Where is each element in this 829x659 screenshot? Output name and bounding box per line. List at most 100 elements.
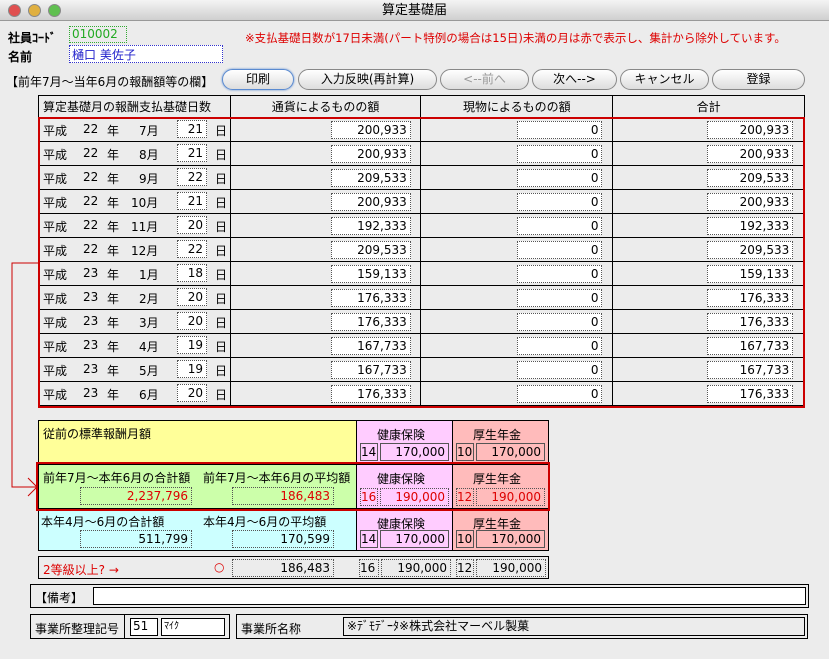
kind-field[interactable]: 0 (517, 193, 603, 211)
cash-field[interactable]: 167,733 (330, 337, 411, 355)
recalc-button[interactable]: 入力反映(再計算) (298, 69, 437, 90)
table-row: 平成 22 年 11月 20 日 192,333 0 192,333 (38, 213, 805, 238)
two-grade-avg: 186,483 (232, 559, 334, 577)
name-field[interactable]: 樋口 美佐子 (69, 45, 223, 63)
quarter-pension-amount[interactable]: 170,000 (476, 530, 545, 548)
kind-field[interactable]: 0 (517, 265, 603, 283)
days-field[interactable]: 20 (177, 216, 207, 234)
pension-label: 厚生年金 (473, 472, 522, 486)
previous-pension-grade[interactable]: 10 (456, 443, 474, 461)
month: 4月 (139, 340, 159, 354)
days-field[interactable]: 20 (177, 312, 207, 330)
previous-health-grade[interactable]: 14 (360, 443, 378, 461)
office-number-field[interactable]: 51 (130, 618, 158, 636)
days-field[interactable]: 19 (177, 336, 207, 354)
table-row: 平成 22 年 7月 21 日 200,933 0 200,933 (38, 117, 805, 142)
day-unit: 日 (215, 244, 228, 258)
remarks-label: 【備考】 (35, 591, 84, 605)
annual-total-field[interactable]: 2,237,796 (80, 487, 192, 505)
day-unit: 日 (215, 268, 228, 282)
health-label: 健康保険 (377, 517, 426, 531)
year: 22 (83, 122, 99, 136)
kind-field[interactable]: 0 (517, 337, 603, 355)
annual-avg-field[interactable]: 186,483 (232, 487, 334, 505)
kind-field[interactable]: 0 (517, 313, 603, 331)
kind-field[interactable]: 0 (517, 145, 603, 163)
days-field[interactable]: 20 (177, 288, 207, 306)
month: 3月 (139, 316, 159, 330)
days-field[interactable]: 22 (177, 168, 207, 186)
total-field: 167,733 (707, 337, 794, 355)
prev-button[interactable]: <--前へ (440, 69, 529, 90)
employee-code-field[interactable]: 010002 (69, 26, 127, 43)
office-number-label: 事業所整理記号 (35, 622, 120, 636)
close-icon[interactable] (8, 4, 21, 17)
days-field[interactable]: 21 (177, 192, 207, 210)
office-name-field: ※ﾃﾞﾓﾃﾞｰﾀ※株式会社マーベル製菓 (343, 617, 805, 636)
cash-field[interactable]: 192,333 (330, 217, 411, 235)
register-button[interactable]: 登録 (712, 69, 805, 90)
day-unit: 日 (215, 364, 228, 378)
cash-field[interactable]: 176,333 (330, 289, 411, 307)
kind-field[interactable]: 0 (517, 289, 603, 307)
year: 23 (83, 362, 99, 376)
kind-field[interactable]: 0 (517, 169, 603, 187)
cash-field[interactable]: 200,933 (330, 121, 411, 139)
cancel-button[interactable]: キャンセル (620, 69, 709, 90)
kind-field[interactable]: 0 (517, 121, 603, 139)
office-code-field[interactable]: ﾏｲｸ (161, 618, 225, 636)
print-button[interactable]: 印刷 (222, 69, 294, 90)
table-row: 平成 22 年 8月 21 日 200,933 0 200,933 (38, 141, 805, 166)
connector-arrow-icon (11, 262, 38, 497)
month: 10月 (131, 196, 159, 210)
minimize-icon[interactable] (28, 4, 41, 17)
kind-field[interactable]: 0 (517, 217, 603, 235)
two-grade-health-grade: 16 (359, 559, 379, 577)
era: 平成 (43, 220, 68, 234)
annual-pension-grade[interactable]: 12 (456, 488, 474, 506)
remarks-input[interactable] (93, 587, 806, 605)
previous-health-amount[interactable]: 170,000 (380, 443, 449, 461)
year-unit: 年 (107, 220, 120, 234)
quarter-total-field[interactable]: 511,799 (80, 530, 192, 548)
zoom-icon[interactable] (48, 4, 61, 17)
day-unit: 日 (215, 172, 228, 186)
table-row: 平成 23 年 5月 19 日 167,733 0 167,733 (38, 357, 805, 382)
cash-field[interactable]: 167,733 (330, 361, 411, 379)
days-field[interactable]: 21 (177, 144, 207, 162)
quarter-health-grade[interactable]: 14 (360, 530, 378, 548)
days-field[interactable]: 22 (177, 240, 207, 258)
header-cash: 通貨によるものの額 (229, 95, 422, 118)
kind-field[interactable]: 0 (517, 361, 603, 379)
total-field: 200,933 (707, 193, 794, 211)
days-field[interactable]: 21 (177, 120, 207, 138)
days-field[interactable]: 20 (177, 384, 207, 402)
previous-pension-amount[interactable]: 170,000 (476, 443, 545, 461)
month: 9月 (139, 172, 159, 186)
cash-field[interactable]: 209,533 (330, 169, 411, 187)
cash-field[interactable]: 176,333 (330, 313, 411, 331)
cash-field[interactable]: 176,333 (330, 385, 411, 403)
cash-field[interactable]: 159,133 (330, 265, 411, 283)
quarter-health-amount[interactable]: 170,000 (380, 530, 449, 548)
next-button[interactable]: 次へ--> (532, 69, 617, 90)
header-days: 算定基礎月の報酬支払基礎日数 (38, 95, 231, 118)
days-field[interactable]: 18 (177, 264, 207, 282)
annual-pension-amount[interactable]: 190,000 (476, 488, 545, 506)
cash-field[interactable]: 209,533 (330, 241, 411, 259)
kind-field[interactable]: 0 (517, 241, 603, 259)
quarter-avg-field[interactable]: 170,599 (232, 530, 334, 548)
days-field[interactable]: 19 (177, 360, 207, 378)
month: 11月 (131, 220, 159, 234)
previous-label: 従前の標準報酬月額 (43, 427, 152, 441)
month: 6月 (139, 388, 159, 402)
kind-field[interactable]: 0 (517, 385, 603, 403)
cash-field[interactable]: 200,933 (330, 145, 411, 163)
annual-health-grade[interactable]: 16 (360, 488, 378, 506)
annual-health-amount[interactable]: 190,000 (380, 488, 449, 506)
quarter-pension-grade[interactable]: 10 (456, 530, 474, 548)
cash-field[interactable]: 200,933 (330, 193, 411, 211)
header-total: 合計 (612, 95, 805, 118)
total-field: 176,333 (707, 385, 794, 403)
table-row: 平成 23 年 1月 18 日 159,133 0 159,133 (38, 261, 805, 286)
